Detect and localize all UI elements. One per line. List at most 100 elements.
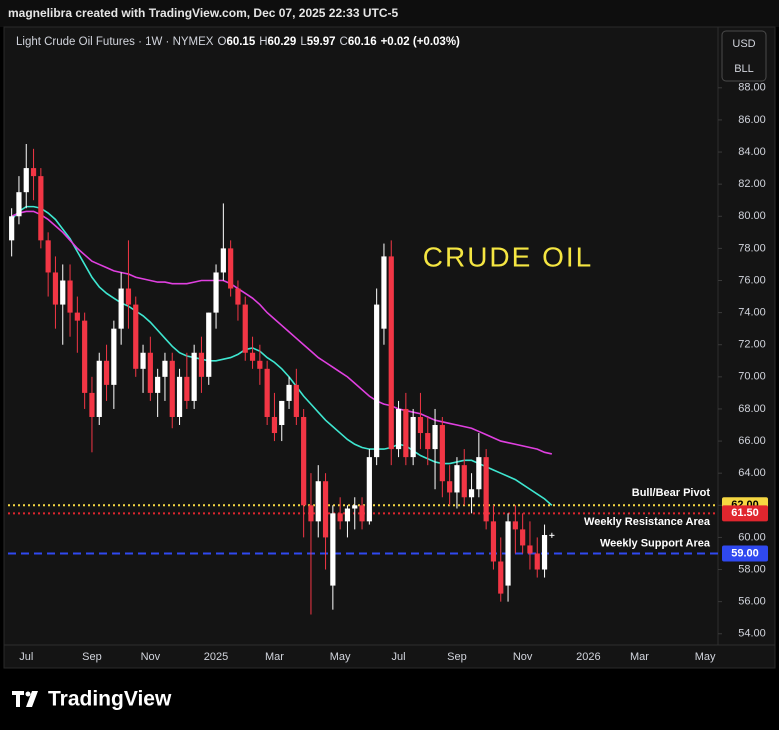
candle-body: [366, 457, 372, 522]
ohlc-label: O: [217, 36, 226, 48]
candle-body: [498, 561, 504, 594]
candle-body: [176, 376, 183, 417]
y-tick-label: 74.00: [738, 307, 766, 319]
y-tick-label: 64.00: [738, 467, 766, 479]
y-tick-label: 68.00: [738, 403, 766, 415]
ohlc-value: 59.97: [307, 36, 336, 48]
candle-body: [162, 360, 168, 377]
candle-body: [476, 457, 482, 490]
candle-body: [534, 553, 540, 570]
y-tick-label: 84.00: [738, 146, 766, 158]
level-label: Bull/Bear Pivot: [632, 487, 711, 499]
candle-body: [505, 521, 511, 586]
currency-box[interactable]: [721, 30, 767, 82]
level-label: Weekly Resistance Area: [584, 516, 711, 528]
x-tick-label: Nov: [141, 651, 161, 663]
candle-body: [264, 368, 270, 417]
candle-body: [9, 216, 15, 241]
candle-body: [483, 457, 489, 522]
candle-body: [235, 288, 241, 305]
candle-body: [60, 280, 66, 305]
candle-body: [74, 312, 80, 321]
x-tick-label: Mar: [630, 651, 649, 663]
x-tick-label: May: [695, 651, 716, 663]
candle-body: [527, 545, 533, 554]
candle-body: [286, 384, 292, 401]
candle-body: [337, 513, 343, 522]
candle-body: [191, 352, 197, 401]
level-value: 59.00: [731, 547, 759, 559]
candle-body: [228, 248, 234, 289]
x-tick-label: May: [330, 651, 351, 663]
candle-body: [520, 529, 526, 546]
candle-body: [490, 521, 497, 562]
candle-body: [352, 505, 358, 509]
header-text: magnelibra created with TradingView.com,…: [8, 6, 398, 20]
brand-logo: [12, 691, 38, 707]
x-tick-label: Mar: [265, 651, 284, 663]
candle-body: [125, 288, 132, 305]
candle-body: [454, 465, 460, 493]
candle-body: [140, 352, 146, 369]
x-tick-label: Sep: [82, 651, 102, 663]
candle-body: [549, 534, 555, 536]
candle-body: [118, 288, 124, 329]
candle-body: [410, 416, 416, 458]
candle-body: [249, 352, 256, 361]
symbol-line: Light Crude Oil Futures · 1W · NYMEX O60.…: [16, 36, 460, 48]
level-value-box: [722, 505, 768, 522]
candle-body: [155, 376, 161, 393]
ohlc-value: 60.16: [348, 36, 377, 48]
x-tick-label: 2026: [576, 651, 600, 663]
candle-body: [315, 481, 321, 522]
logo-shape: [16, 691, 20, 707]
brand-name: TradingView: [48, 688, 172, 711]
candle-body: [206, 312, 212, 377]
candle-body: [30, 168, 37, 177]
y-tick-label: 72.00: [738, 339, 766, 351]
moving-average: [11, 210, 553, 455]
x-tick-label: Nov: [513, 651, 533, 663]
change: +0.02 (+0.03%): [381, 36, 460, 48]
candle-body: [38, 176, 44, 241]
candle-body: [257, 360, 263, 369]
candle-body: [52, 272, 59, 305]
candle-body: [184, 376, 190, 401]
candle-body: [96, 360, 102, 417]
candle-body: [468, 489, 475, 498]
candle-body: [82, 320, 88, 393]
candle-body: [330, 513, 336, 586]
candle-body: [242, 304, 248, 353]
candle-body: [388, 256, 394, 450]
y-tick-label: 70.00: [738, 371, 766, 383]
candle-body: [308, 505, 314, 522]
symbol-title: Light Crude Oil Futures · 1W · NYMEX: [16, 36, 214, 48]
candle-body: [322, 481, 329, 538]
candle-body: [198, 352, 205, 377]
candle-body: [301, 416, 307, 506]
y-tick-label: 54.00: [738, 628, 766, 640]
level-value-box: [722, 545, 768, 562]
annotation: CRUDE OIL: [423, 241, 593, 272]
unit-label: BLL: [734, 63, 754, 75]
y-tick-label: 66.00: [738, 435, 766, 447]
candle-body: [16, 192, 22, 217]
candle-body: [133, 304, 139, 369]
candle-body: [147, 352, 153, 393]
y-tick-label: 78.00: [738, 242, 766, 254]
y-tick-label: 60.00: [738, 531, 766, 543]
candle-body: [381, 256, 387, 329]
level-value: 61.50: [731, 507, 759, 519]
top-bar: [0, 0, 779, 27]
candle-body: [344, 508, 351, 522]
candle-body: [111, 328, 117, 385]
candle-body: [45, 240, 51, 273]
y-tick-label: 56.00: [738, 596, 766, 608]
ohlc-value: 60.15: [226, 36, 255, 48]
plot: [8, 144, 718, 615]
candle-body: [169, 360, 175, 417]
candle-body: [89, 392, 95, 417]
candle-body: [432, 425, 438, 450]
logo-shape: [25, 691, 31, 697]
